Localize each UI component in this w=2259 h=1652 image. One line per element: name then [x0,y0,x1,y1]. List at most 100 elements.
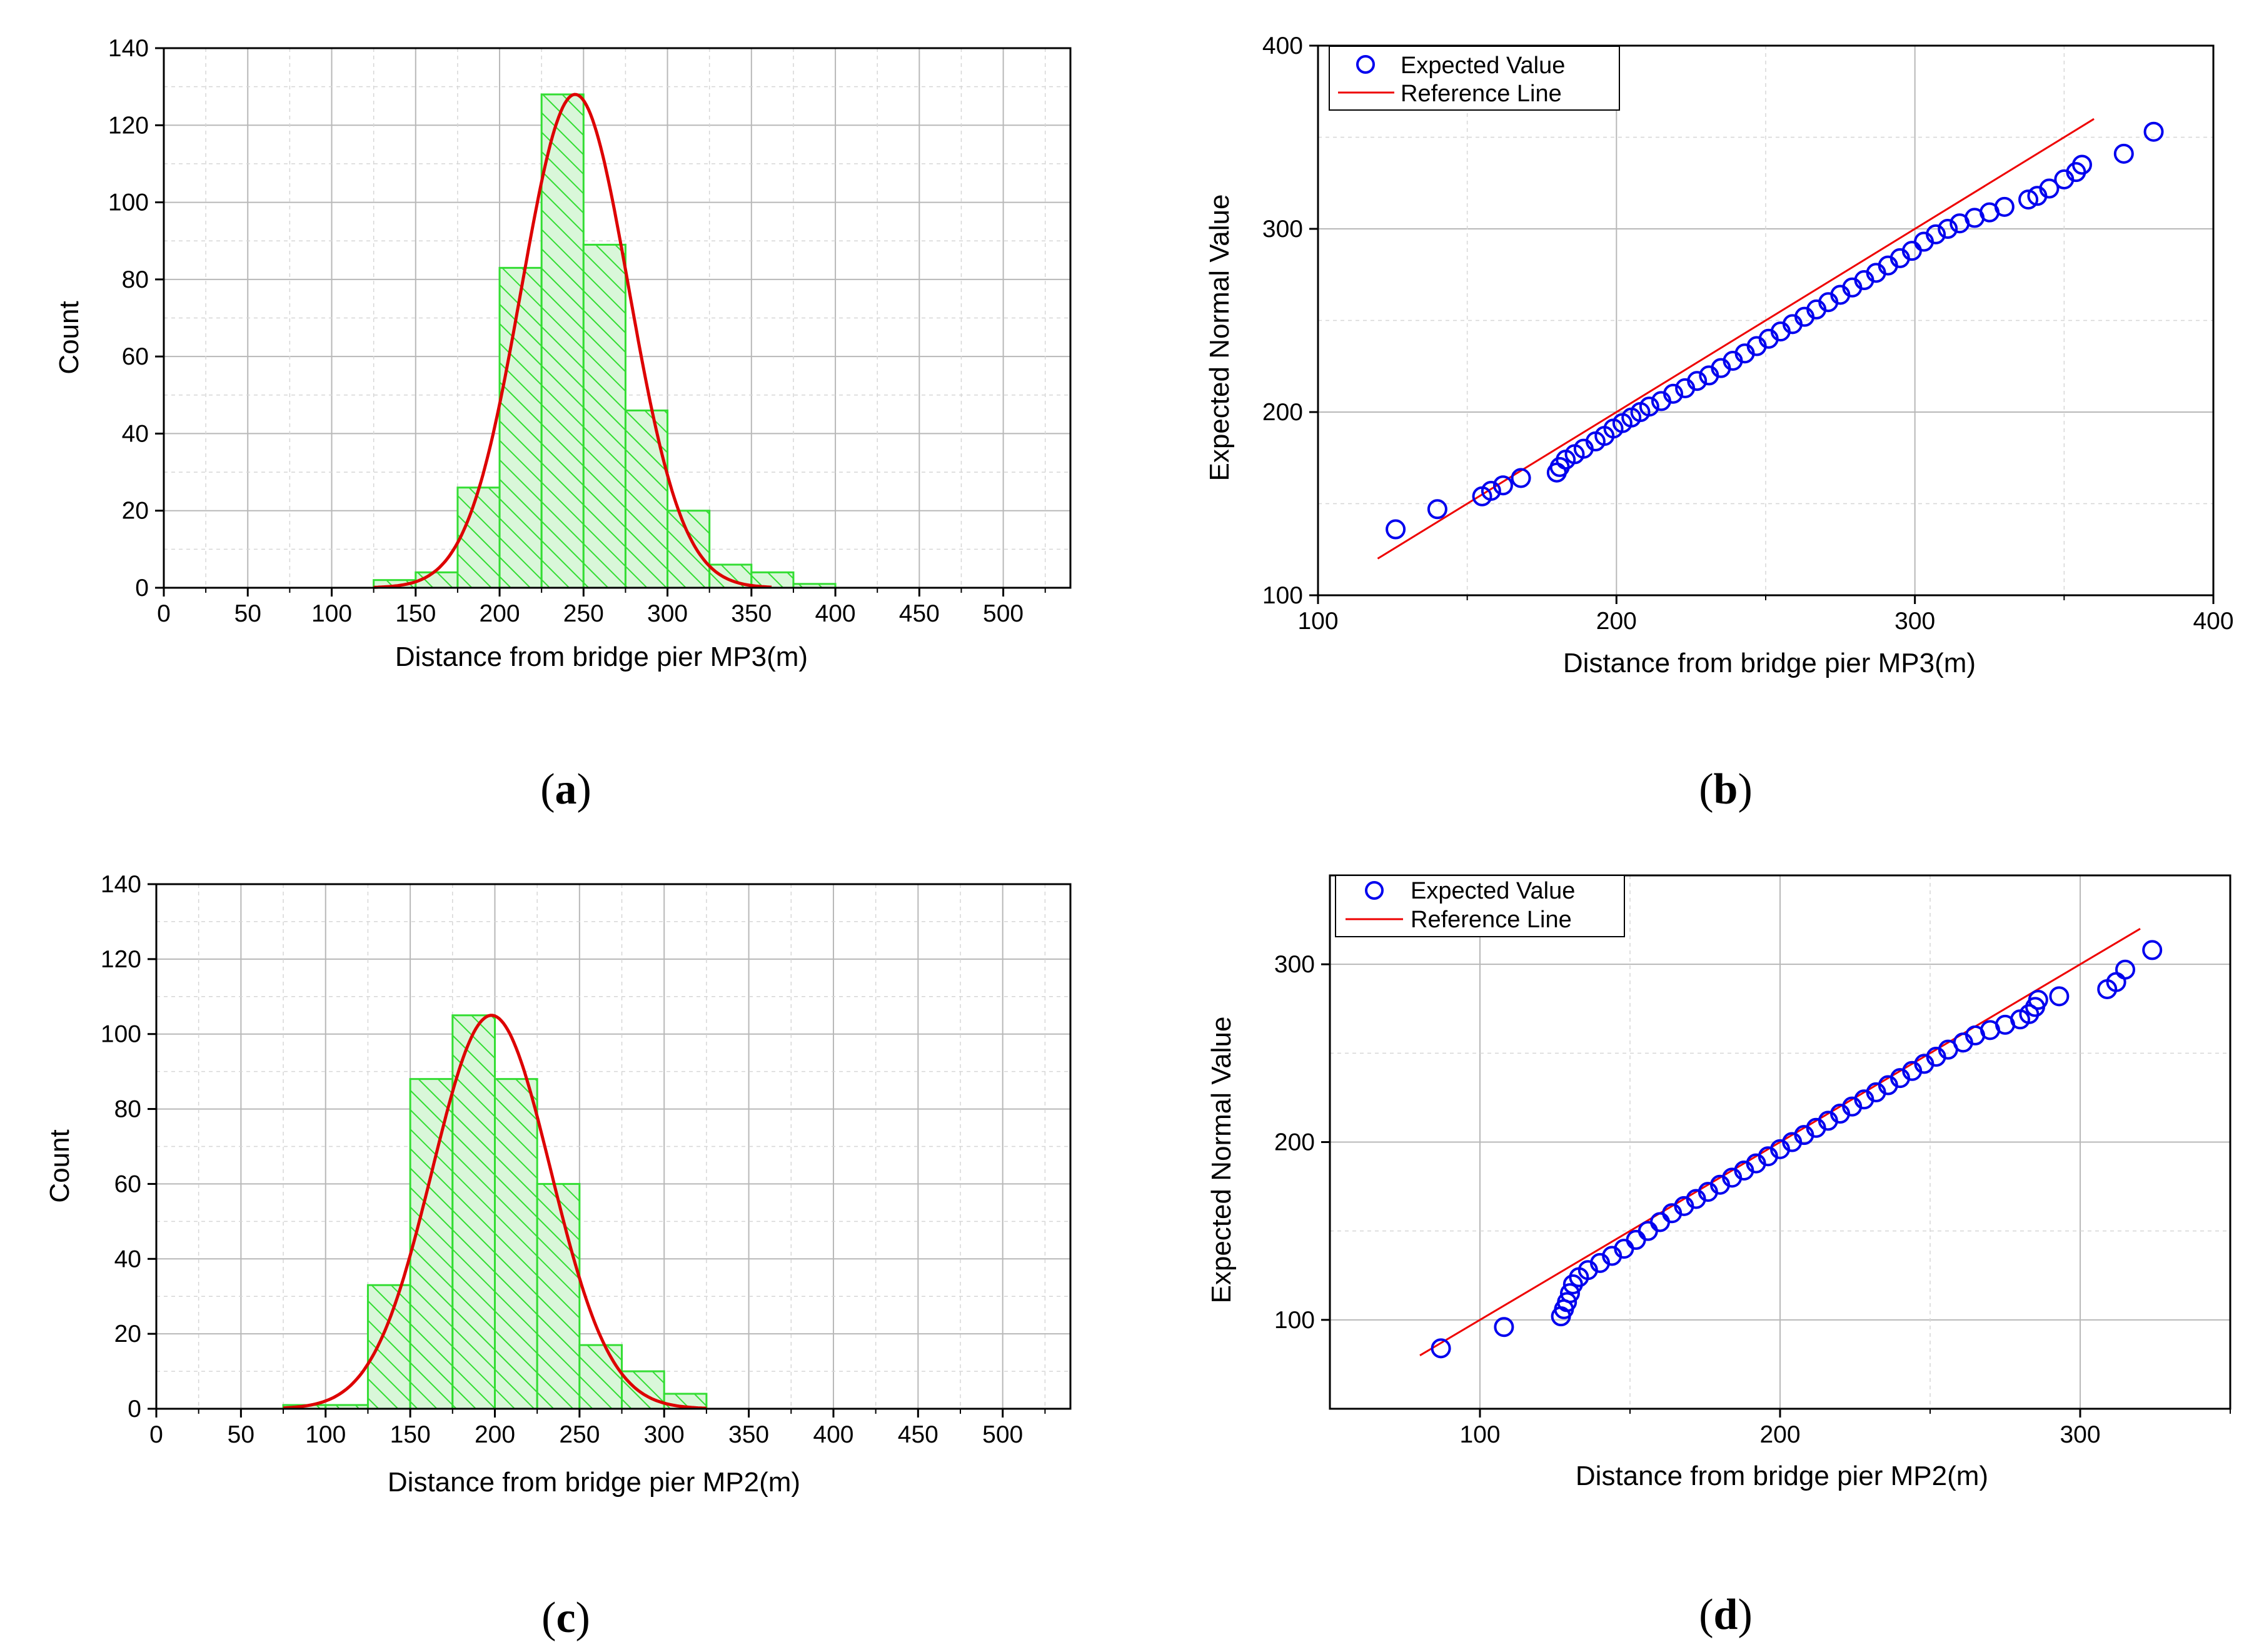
reference-line [1377,118,2095,560]
axes [1309,44,2215,604]
expected-value-point [1938,219,1958,239]
expected-value-point [1626,1229,1646,1250]
x-tick-label: 50 [228,1421,254,1448]
y-tick-label: 300 [1274,951,1315,978]
caption-letter: a [555,765,577,813]
tick-labels: 100 200 300 100 200 300 [1274,951,2101,1448]
x-tick-label: 300 [1894,608,1935,635]
axes [148,883,1072,1418]
y-tick-label: 20 [114,1321,141,1347]
x-tick-label: 400 [2193,608,2233,635]
x-axis-label: Distance from bridge pier MP2(m) [1576,1461,1988,1491]
panel-caption: (a) [540,765,591,813]
expected-value-point [2113,143,2134,164]
reference-line-segment [1377,118,2095,560]
axes [155,47,1072,597]
legend: Expected Value Reference Line [1335,875,1625,937]
histogram-bar [498,266,543,589]
x-tick-label: 200 [475,1421,515,1448]
caption-letter: b [1714,765,1738,813]
expected-value-point [1481,480,1501,501]
expected-value-point [1994,196,2015,217]
y-tick-label: 120 [101,946,141,973]
y-tick-label: 80 [122,266,149,293]
legend-marker-icon [1365,881,1384,900]
expected-value-point [2071,154,2092,175]
y-tick-label: 200 [1274,1129,1315,1156]
expected-value-point [1492,475,1513,496]
expected-value-points [1431,940,2163,1359]
y-tick-label: 20 [122,498,149,525]
plot-frame [163,47,1072,589]
legend-label-expected: Expected Value [1401,53,1565,79]
x-axis-label: Distance from bridge pier MP3(m) [395,642,808,672]
x-tick-label: 350 [728,1421,769,1448]
y-tick-label: 40 [122,420,149,447]
caption-letter: c [556,1594,575,1642]
x-tick-label: 400 [815,600,856,627]
normal-curve [373,93,772,589]
x-tick-label: 100 [305,1421,346,1448]
expected-value-point [1557,1292,1577,1312]
x-tick-label: 100 [311,600,352,627]
expected-value-point [2143,121,2164,142]
legend-label-expected: Expected Value [1411,878,1575,904]
expected-value-point [1687,371,1708,391]
expected-value-point [2115,959,2135,980]
expected-value-point [1639,396,1659,417]
y-tick-label: 60 [114,1171,141,1197]
x-tick-label: 250 [559,1421,600,1448]
y-axis-label: Expected Normal Value [1206,1017,1237,1304]
y-tick-label: 140 [108,35,149,62]
normal-fit-curve [283,1014,707,1410]
x-tick-label: 200 [479,600,520,627]
grid [156,884,1070,1409]
plot-frame [155,883,1072,1410]
tick-labels: 0 50 100 150 200 250 300 350 400 450 500 0 20 40 60 80 1… [108,35,1024,627]
expected-value-point [1511,468,1531,488]
histogram-bars [373,93,837,589]
histogram-bars [282,1014,708,1410]
x-tick-label: 50 [234,600,261,627]
histogram-bar [578,1344,623,1410]
histogram-bar [409,1078,454,1410]
x-tick-label: 250 [563,600,604,627]
histogram-bar [667,510,711,589]
x-axis-label: Distance from bridge pier MP3(m) [1563,648,1976,678]
y-tick-label: 100 [1262,582,1303,609]
y-tick-label: 80 [114,1096,141,1123]
expected-value-point [1663,383,1684,404]
y-tick-label: 140 [101,871,141,898]
expected-value-points [1386,121,2164,540]
x-tick-label: 500 [983,600,1024,627]
histogram-bar [621,1370,665,1410]
expected-value-point [1386,519,1406,540]
y-axis-label: Expected Normal Value [1204,194,1235,481]
expected-value-point [1494,1317,1514,1337]
caption-letter: d [1714,1591,1738,1639]
legend: Expected Value Reference Line [1329,46,1620,111]
probability-plot-mp2-panel: 100 200 300 100 200 300 Expected Value Refere… [1206,874,2231,1639]
x-tick-label: 100 [1459,1421,1500,1448]
x-tick-label: 450 [899,600,940,627]
histogram-bar [536,1182,581,1410]
panel-caption: (d) [1699,1591,1753,1639]
expected-value-point [1427,499,1447,520]
panel-caption: (b) [1699,765,1753,813]
tick-labels: 100 200 300 400 100 200 300 400 [1262,33,2234,635]
expected-value-point [1650,1212,1670,1232]
x-tick-label: 300 [2060,1421,2100,1448]
legend-label-reference: Reference Line [1411,907,1572,933]
x-tick-label: 0 [149,1421,163,1448]
histogram-bar [451,1014,496,1410]
reference-line [1419,928,2141,1356]
x-tick-label: 0 [157,600,171,627]
normal-curve [283,1014,707,1410]
histogram-mp3-panel: 0 50 100 150 200 250 300 350 400 450 500 0 20 40 60 80 1… [54,35,1072,813]
expected-value-point [1431,1338,1451,1359]
y-tick-label: 400 [1262,33,1303,59]
legend-box [1329,46,1620,111]
x-tick-label: 450 [898,1421,938,1448]
expected-value-point [2028,990,2048,1010]
